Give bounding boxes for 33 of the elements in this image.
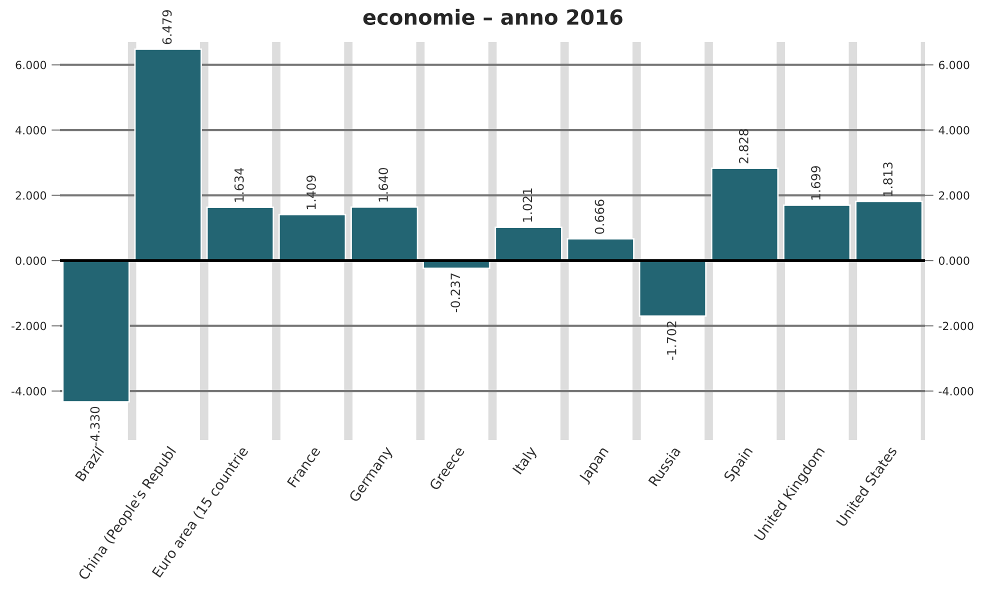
y-tick-label: 2.000 — [16, 191, 46, 200]
data-label: 6.479 — [162, 10, 172, 44]
chart-title: economie – anno 2016 — [363, 8, 622, 25]
data-label: -0.237 — [450, 274, 460, 312]
data-label: 2.828 — [738, 129, 748, 164]
bar — [710, 168, 779, 262]
bar — [855, 200, 923, 262]
data-label: -1.702 — [666, 322, 676, 360]
data-label: -4.330 — [90, 406, 100, 446]
bar — [783, 204, 851, 262]
bar — [278, 214, 346, 262]
y2-tick-label: 6.000 — [938, 60, 970, 70]
data-label: 1.813 — [883, 162, 893, 196]
bar — [350, 206, 418, 262]
data-label: 1.409 — [306, 176, 316, 210]
y2-tick-label: -2.000 — [938, 322, 974, 330]
data-label: 0.666 — [594, 200, 604, 234]
y2-tick-label: 2.000 — [939, 191, 970, 200]
data-label: 1.021 — [522, 188, 532, 222]
y2-tick-label: 4.000 — [938, 126, 970, 134]
data-label: 1.634 — [234, 168, 244, 202]
y-tick-label: -4.000 — [12, 387, 46, 396]
y2-tick-label: 0.000 — [938, 256, 970, 265]
y-tick-label: 6.000 — [16, 60, 46, 70]
data-label: 1.699 — [811, 166, 820, 200]
bar — [206, 206, 274, 262]
data-label: 1.640 — [378, 168, 388, 202]
y2-tick-label: -4.000 — [938, 387, 974, 396]
bar — [494, 226, 562, 262]
y-tick-label: -2.000 — [12, 322, 46, 330]
y-tick-label: 0.000 — [16, 256, 46, 265]
bar — [566, 238, 634, 262]
y-tick-label: 4.000 — [16, 126, 46, 134]
